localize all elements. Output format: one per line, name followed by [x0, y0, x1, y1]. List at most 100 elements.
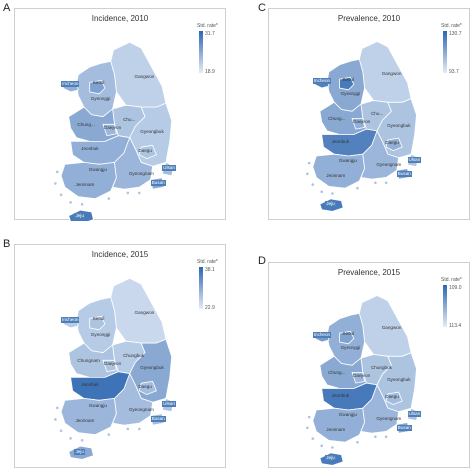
- region-label: Incheon: [312, 331, 332, 338]
- island-mark: [56, 170, 59, 174]
- island-mark: [356, 440, 359, 444]
- region-daejeon: [351, 118, 366, 130]
- panel-letter: C: [258, 2, 266, 14]
- panel-title: Incidence, 2015: [91, 250, 149, 259]
- island-mark: [311, 183, 315, 186]
- island-mark: [107, 433, 111, 436]
- region-label: Ulsan: [407, 156, 422, 163]
- legend-max-value: 109.0: [449, 285, 462, 291]
- panel-title: Prevalence, 2010: [337, 14, 401, 23]
- region-label: Daegu: [138, 383, 152, 389]
- legend-title: Std. rate*: [441, 277, 462, 283]
- region-daejeon: [102, 123, 117, 137]
- region-jeonnam: [60, 161, 117, 200]
- region-label: Seoul: [92, 316, 105, 322]
- island-mark: [331, 192, 334, 195]
- region-label: Gangwon: [381, 70, 402, 76]
- legend-min-value: 18.9: [205, 69, 215, 75]
- color-legend: Std. rate* 109.0 113.4: [441, 277, 469, 335]
- island-mark: [126, 191, 130, 195]
- region-daejeon: [351, 372, 366, 384]
- island-mark: [54, 182, 57, 185]
- region-label: Gyeonggi: [90, 95, 111, 101]
- legend-gradient-bar: [199, 31, 203, 73]
- region-label: Jeju: [74, 448, 85, 455]
- panel-title: Incidence, 2010: [91, 14, 149, 23]
- region-gyeongnam: [360, 383, 400, 434]
- choropleth-map: [306, 41, 419, 212]
- region-gyeongnam: [112, 136, 154, 190]
- island-mark: [307, 415, 311, 419]
- legend-gradient-bar: [199, 267, 203, 309]
- region-jeonnam: [60, 397, 117, 436]
- region-label: Seoul: [92, 80, 105, 86]
- panel-letter: B: [3, 238, 11, 250]
- region-gyeongnam: [112, 372, 154, 426]
- region-label: Daegu: [138, 147, 152, 153]
- region-label: Ulsan: [407, 410, 422, 417]
- legend-title: Std. rate*: [197, 259, 218, 265]
- legend-min-value: 22.9: [205, 305, 215, 311]
- legend-title: Std. rate*: [197, 23, 218, 29]
- region-label: Jeju: [325, 201, 336, 208]
- region-label: Gyeongnam: [376, 161, 402, 167]
- island-mark: [69, 437, 72, 440]
- region-daejeon: [102, 359, 117, 373]
- region-label: Gyeongbuk: [140, 128, 164, 134]
- region-gyeongnam: [360, 129, 400, 180]
- region-label: Gwangju: [88, 403, 107, 409]
- region-label: Daejeon: [353, 118, 371, 124]
- region-seoul: [339, 330, 355, 345]
- region-label: Jeonnam: [326, 172, 346, 178]
- legend-max-value: 38.1: [205, 267, 215, 273]
- region-label: Seoul: [342, 76, 355, 82]
- region-label: Gangwon: [134, 309, 155, 315]
- island-mark: [356, 186, 359, 190]
- region-label: Daegu: [385, 394, 399, 400]
- region-label: Chung...: [328, 370, 346, 376]
- map-panel: Incidence, 2015 Incheon Seoul Gyeonggi Gangw…: [14, 244, 226, 468]
- region-label: Gyeongbuk: [140, 364, 164, 370]
- region-label: Jeonbuk: [81, 382, 99, 388]
- region-label: Jeonnam: [326, 426, 346, 432]
- region-label: Chungbuk: [123, 352, 145, 358]
- region-label: Gyeongbuk: [387, 376, 411, 382]
- region-label: Chu...: [123, 116, 136, 122]
- region-label: Daejeon: [104, 361, 122, 367]
- island-mark: [331, 446, 334, 449]
- color-legend: Std. rate* 31.7 18.9: [197, 23, 225, 81]
- region-label: Daejeon: [353, 372, 371, 378]
- island-mark: [311, 437, 315, 440]
- region-label: Gangwon: [134, 73, 155, 79]
- region-seoul: [89, 316, 106, 331]
- legend-min-value: 113.4: [449, 323, 462, 329]
- region-daegu: [385, 137, 403, 152]
- island-mark: [138, 427, 141, 431]
- island-mark: [320, 444, 323, 447]
- region-label: Daegu: [385, 140, 399, 146]
- island-mark: [56, 406, 59, 410]
- region-label: Busan: [396, 424, 412, 431]
- island-mark: [306, 426, 309, 430]
- region-label: Gyeongnam: [376, 415, 402, 421]
- legend-min-value: 93.7: [449, 69, 459, 75]
- panel-letter: A: [3, 2, 11, 14]
- region-label: Gyeonggi: [90, 331, 111, 337]
- color-legend: Std. rate* 38.1 22.9: [197, 259, 225, 317]
- region-label: Chung...: [328, 116, 346, 122]
- map-panel: Incidence, 2010 Incheon Seoul Gyeonggi Gangw…: [14, 8, 226, 221]
- island-mark: [320, 190, 323, 193]
- island-mark: [69, 201, 72, 204]
- region-label: Chung...: [77, 122, 95, 128]
- map-panel: Prevalence, 2015 Incheon Seoul Gyeonggi Gang…: [268, 262, 470, 468]
- color-legend: Std. rate* 130.7 93.7: [441, 23, 469, 81]
- region-label: Gyeongbuk: [387, 122, 411, 128]
- region-label: Incheon: [312, 77, 332, 84]
- choropleth-map: [54, 277, 175, 460]
- region-seoul: [339, 76, 355, 91]
- region-label: Jeju: [325, 455, 336, 462]
- island-mark: [374, 181, 377, 185]
- region-label: Gangwon: [381, 324, 402, 330]
- region-label: Gwangju: [338, 158, 357, 164]
- legend-max-value: 31.7: [205, 31, 215, 37]
